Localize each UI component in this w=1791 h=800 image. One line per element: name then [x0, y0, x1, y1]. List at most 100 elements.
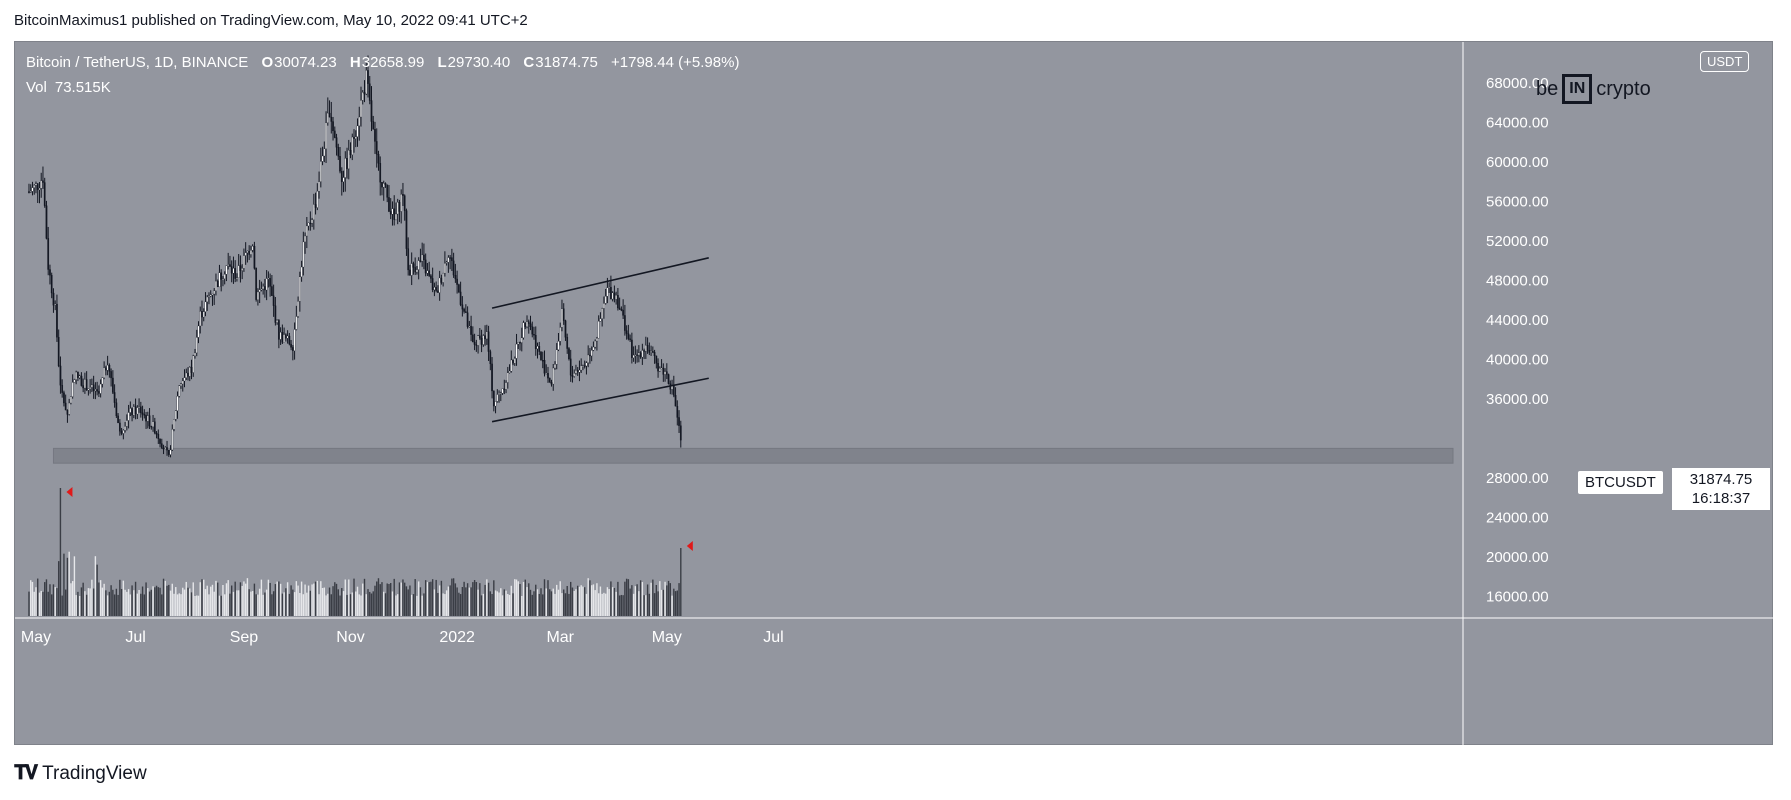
- volume-bar: [251, 591, 254, 616]
- candle: [241, 264, 244, 280]
- volume-bar: [300, 581, 303, 616]
- volume-bar: [145, 582, 147, 616]
- candle: [496, 389, 499, 403]
- volume-bar: [501, 595, 504, 616]
- candle: [548, 377, 551, 383]
- volume-spike-arrow: [686, 541, 693, 551]
- volume-bar: [477, 589, 479, 616]
- volume-bar: [141, 586, 144, 616]
- volume-bar: [44, 582, 46, 616]
- candle: [412, 261, 415, 275]
- candle: [561, 299, 563, 332]
- candle: [624, 304, 626, 336]
- volume-bar: [664, 581, 666, 616]
- volume-bar: [283, 592, 285, 616]
- volume-bar: [552, 588, 554, 616]
- currency-button[interactable]: USDT: [1700, 51, 1750, 72]
- candle: [678, 410, 680, 433]
- volume-bar: [64, 589, 67, 616]
- volume-bar: [230, 585, 233, 616]
- volume-bar: [224, 594, 226, 616]
- volume-bar: [627, 579, 630, 616]
- volume-bar: [573, 591, 575, 616]
- volume-bar: [182, 587, 184, 616]
- tradingview-footer[interactable]: 𝐓𝐕 TradingView: [14, 762, 147, 785]
- volume-bar: [241, 585, 243, 616]
- volume-bar: [113, 594, 116, 616]
- volume-bar: [507, 593, 509, 616]
- volume-bar: [536, 589, 539, 616]
- candle: [92, 375, 95, 399]
- candle: [222, 276, 224, 287]
- chart-area[interactable]: 16000.00 20000.00 24000.00 28000.00 36000.00…: [14, 41, 1774, 746]
- candle: [31, 181, 34, 196]
- y-tick-label: 40000.00: [1486, 352, 1549, 369]
- candle: [617, 287, 619, 311]
- volume-bar: [669, 583, 672, 616]
- candle: [568, 347, 570, 361]
- candle: [50, 272, 53, 299]
- volume-bar: [138, 589, 140, 616]
- candle: [145, 411, 147, 429]
- volume-bar: [680, 548, 682, 616]
- candle: [99, 379, 102, 398]
- candle: [73, 378, 76, 383]
- support-zone: [52, 447, 1454, 464]
- volume-bar: [606, 587, 609, 616]
- legend-high-key: H: [349, 54, 361, 71]
- candle: [526, 315, 528, 329]
- candle: [124, 422, 126, 433]
- candle: [236, 273, 238, 282]
- candle: [206, 295, 209, 311]
- volume-bar: [274, 584, 277, 616]
- volume-bar: [183, 589, 186, 616]
- candle: [423, 243, 425, 270]
- candle: [106, 355, 109, 376]
- candle: [353, 129, 355, 153]
- candle: [300, 260, 303, 282]
- volume-bar: [493, 580, 495, 616]
- volume-bar: [115, 588, 118, 616]
- candle: [597, 315, 600, 339]
- volume-bar: [592, 584, 595, 616]
- candle: [176, 391, 179, 419]
- candle: [468, 320, 471, 328]
- candle: [510, 350, 513, 373]
- volume-bar: [154, 587, 156, 616]
- volume-bar: [468, 587, 471, 616]
- candle: [326, 97, 329, 126]
- volume-bar: [575, 589, 577, 616]
- volume-bar: [295, 581, 298, 616]
- candle: [194, 348, 196, 359]
- candle: [134, 398, 137, 420]
- volume-bar: [456, 587, 458, 616]
- volume-bar: [208, 594, 210, 616]
- volume-bar: [236, 590, 238, 616]
- candle: [335, 133, 338, 156]
- candle: [391, 201, 394, 226]
- volume-bar: [414, 579, 416, 616]
- volume-bar: [435, 579, 437, 616]
- candle: [66, 409, 69, 423]
- volume-bar: [176, 594, 179, 616]
- logo-right-text: crypto: [1596, 77, 1651, 100]
- candle: [64, 394, 67, 411]
- volume-bar: [173, 593, 175, 616]
- volume-bar: [503, 589, 505, 616]
- candle: [667, 373, 670, 385]
- candle: [536, 342, 539, 359]
- volume-bar: [582, 586, 584, 616]
- candle: [547, 366, 549, 383]
- candle: [283, 327, 285, 343]
- candle: [631, 332, 633, 364]
- candle: [416, 266, 418, 275]
- volume-bar: [498, 592, 500, 616]
- volume-bar: [372, 591, 374, 616]
- candle: [625, 325, 628, 340]
- candle: [57, 329, 60, 368]
- volume-bar: [374, 585, 376, 616]
- volume-bar: [362, 583, 364, 616]
- volume-bar: [571, 587, 574, 616]
- volume-bar: [407, 589, 409, 616]
- candle: [587, 345, 590, 368]
